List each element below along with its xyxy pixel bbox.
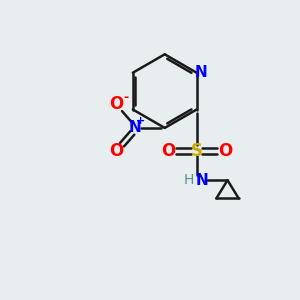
Text: N: N — [129, 120, 142, 135]
Text: S: S — [190, 142, 202, 160]
Text: N: N — [194, 65, 207, 80]
Text: O: O — [161, 142, 175, 160]
Text: O: O — [110, 95, 124, 113]
Text: +: + — [136, 116, 145, 126]
Text: -: - — [123, 92, 128, 104]
Text: H: H — [183, 173, 194, 187]
Text: N: N — [196, 173, 208, 188]
Text: O: O — [218, 142, 232, 160]
Text: O: O — [110, 142, 124, 160]
